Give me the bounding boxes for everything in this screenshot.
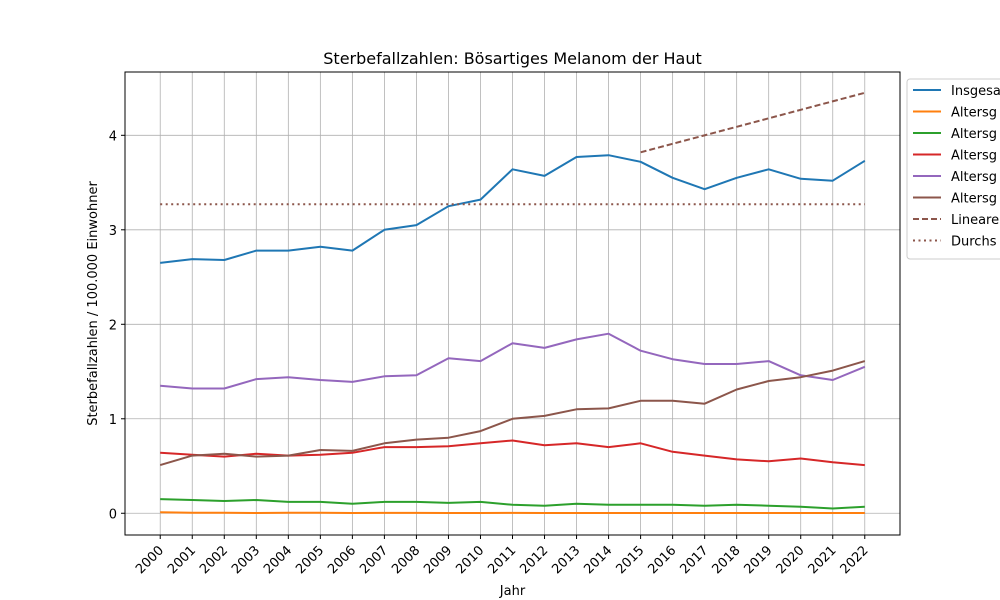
x-tick-label: 2008 [389,543,423,577]
x-tick-label: 2004 [261,543,295,577]
x-tick-label: 2021 [806,543,840,577]
series-line-0 [160,154,866,264]
series-lines [159,91,866,514]
x-tick-label: 2018 [709,543,743,577]
series-line-6 [640,91,866,154]
x-tick-label: 2003 [229,543,263,577]
x-tick-label: 2015 [613,543,647,577]
legend-box [906,78,1000,260]
x-tick-label: 2012 [517,543,551,577]
y-axis-label: Sterbefallzahlen / 100.000 Einwohner [86,181,101,426]
y-tick-label: 3 [109,224,117,239]
y-axis-ticks: 0 1 2 3 4 [109,129,125,522]
x-tick-label: 2022 [838,543,872,577]
legend-label: Durchs [951,235,997,250]
series-line-2 [160,498,865,510]
y-tick-label: 2 [109,318,117,333]
x-tick-label: 2016 [645,543,679,577]
x-tick-label: 2014 [581,543,615,577]
y-tick-label: 0 [109,507,117,522]
legend-label: Lineare [951,213,999,228]
legend-label: Altersg [951,149,997,164]
legend-label: Insgesa [951,84,1000,99]
y-tick-label: 4 [109,129,117,144]
chart-title: Sterbefallzahlen: Bösartiges Melanom der… [323,49,701,68]
legend: Insgesa Altersg Altersg Altersg Altersg Alter… [906,78,1000,260]
legend-label: Altersg [951,106,997,121]
series-line-5 [159,360,866,467]
x-axis-ticks: 2000200120022003200420052006200720082009… [133,535,872,577]
x-tick-label: 2007 [357,543,391,577]
x-tick-label: 2020 [774,543,808,577]
x-tick-label: 2017 [677,543,711,577]
x-tick-label: 2013 [549,543,583,577]
x-tick-label: 2009 [421,543,455,577]
x-tick-label: 2010 [453,543,487,577]
x-tick-label: 2000 [133,543,167,577]
x-tick-label: 2002 [197,543,231,577]
legend-label: Altersg [951,170,997,185]
x-axis-label: Jahr [499,584,526,599]
grid [125,72,900,535]
x-tick-label: 2005 [293,543,327,577]
x-tick-label: 2011 [485,543,519,577]
x-tick-label: 2001 [165,543,199,577]
y-tick-label: 1 [109,413,117,428]
series-line-1 [160,511,865,514]
legend-label: Altersg [951,127,997,142]
legend-label: Altersg [951,192,997,207]
x-tick-label: 2019 [742,543,776,577]
x-tick-label: 2006 [325,543,359,577]
series-line-4 [160,332,866,390]
